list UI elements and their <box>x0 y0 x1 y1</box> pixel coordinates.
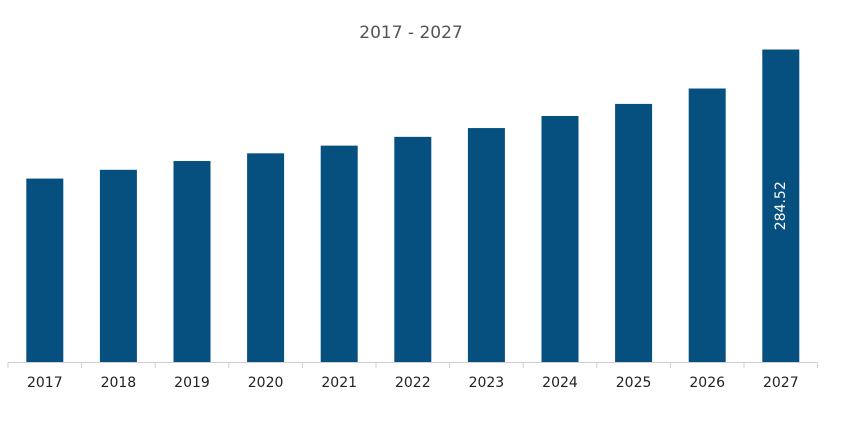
x-tick-label-2023: 2023 <box>469 375 505 391</box>
x-tick-label-2022: 2022 <box>395 375 431 391</box>
bar-2019 <box>173 161 211 362</box>
x-tick-label-2018: 2018 <box>101 375 137 391</box>
x-tick-label-2020: 2020 <box>248 375 284 391</box>
bar-2020 <box>247 153 285 362</box>
data-label-2027: 284.52 <box>773 181 789 230</box>
bar-2018 <box>99 169 137 362</box>
bar-2021 <box>320 145 358 362</box>
x-axis-tick-labels: 2017 2018 2019 2020 2021 2022 2023 2024 2025 2026… <box>27 375 799 391</box>
bar-2027 <box>762 49 800 362</box>
data-labels-group: 284.52 <box>773 181 789 230</box>
bar-2025 <box>615 103 653 363</box>
bar-2026 <box>688 88 726 363</box>
x-tick-label-2025: 2025 <box>616 375 652 391</box>
bar-2023 <box>467 128 505 362</box>
x-tick-label-2019: 2019 <box>174 375 210 391</box>
x-tick-label-2017: 2017 <box>27 375 63 391</box>
x-tick-label-2024: 2024 <box>542 375 578 391</box>
bars-group <box>26 49 800 363</box>
x-axis-ticks <box>7 362 819 368</box>
bar-2017 <box>26 178 64 362</box>
x-tick-label-2021: 2021 <box>321 375 357 391</box>
chart-title: 2017 - 2027 <box>359 23 462 43</box>
bar-2024 <box>541 115 579 362</box>
x-tick-label-2027: 2027 <box>763 375 799 391</box>
bar-2022 <box>394 136 432 362</box>
x-tick-label-2026: 2026 <box>689 375 725 391</box>
